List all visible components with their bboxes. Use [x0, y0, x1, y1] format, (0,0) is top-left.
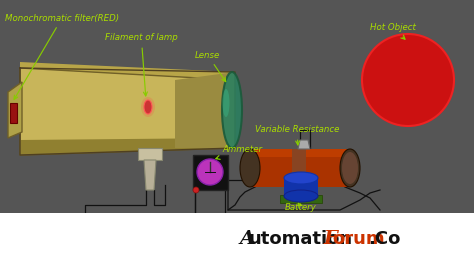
Text: .Co: .Co: [368, 230, 401, 248]
Text: Lense: Lense: [195, 50, 226, 82]
Bar: [250, 149, 350, 187]
Ellipse shape: [240, 149, 260, 187]
Ellipse shape: [193, 187, 199, 193]
Polygon shape: [8, 82, 22, 138]
Circle shape: [362, 34, 454, 126]
Text: Filament of lamp: Filament of lamp: [105, 33, 178, 96]
Bar: [250, 149, 350, 157]
Text: A: A: [240, 230, 255, 248]
Ellipse shape: [284, 172, 318, 184]
Bar: [292, 149, 306, 187]
Polygon shape: [144, 160, 156, 190]
Ellipse shape: [284, 190, 318, 202]
Ellipse shape: [144, 100, 152, 114]
Text: F: F: [323, 230, 337, 248]
Bar: [280, 195, 322, 203]
Text: Variable Resistance: Variable Resistance: [255, 126, 339, 145]
Polygon shape: [20, 68, 235, 155]
Polygon shape: [20, 62, 235, 80]
Text: Ammeter: Ammeter: [216, 145, 262, 159]
Ellipse shape: [340, 149, 360, 187]
Ellipse shape: [141, 97, 155, 117]
Polygon shape: [20, 138, 235, 155]
Polygon shape: [138, 148, 162, 160]
Ellipse shape: [245, 149, 355, 187]
Text: Hot Object: Hot Object: [370, 23, 416, 39]
Ellipse shape: [342, 152, 358, 184]
Polygon shape: [175, 72, 235, 148]
Polygon shape: [298, 140, 310, 149]
Text: Monochromatic filter(RED): Monochromatic filter(RED): [5, 14, 119, 99]
Ellipse shape: [197, 159, 223, 185]
Text: utomation: utomation: [249, 230, 353, 248]
Ellipse shape: [222, 89, 229, 117]
Bar: [0, 213, 474, 261]
Text: orum: orum: [332, 230, 384, 248]
Ellipse shape: [222, 72, 242, 148]
Bar: [10, 103, 17, 123]
Bar: [284, 178, 318, 196]
Text: Battery: Battery: [285, 203, 317, 211]
Bar: [193, 155, 228, 190]
